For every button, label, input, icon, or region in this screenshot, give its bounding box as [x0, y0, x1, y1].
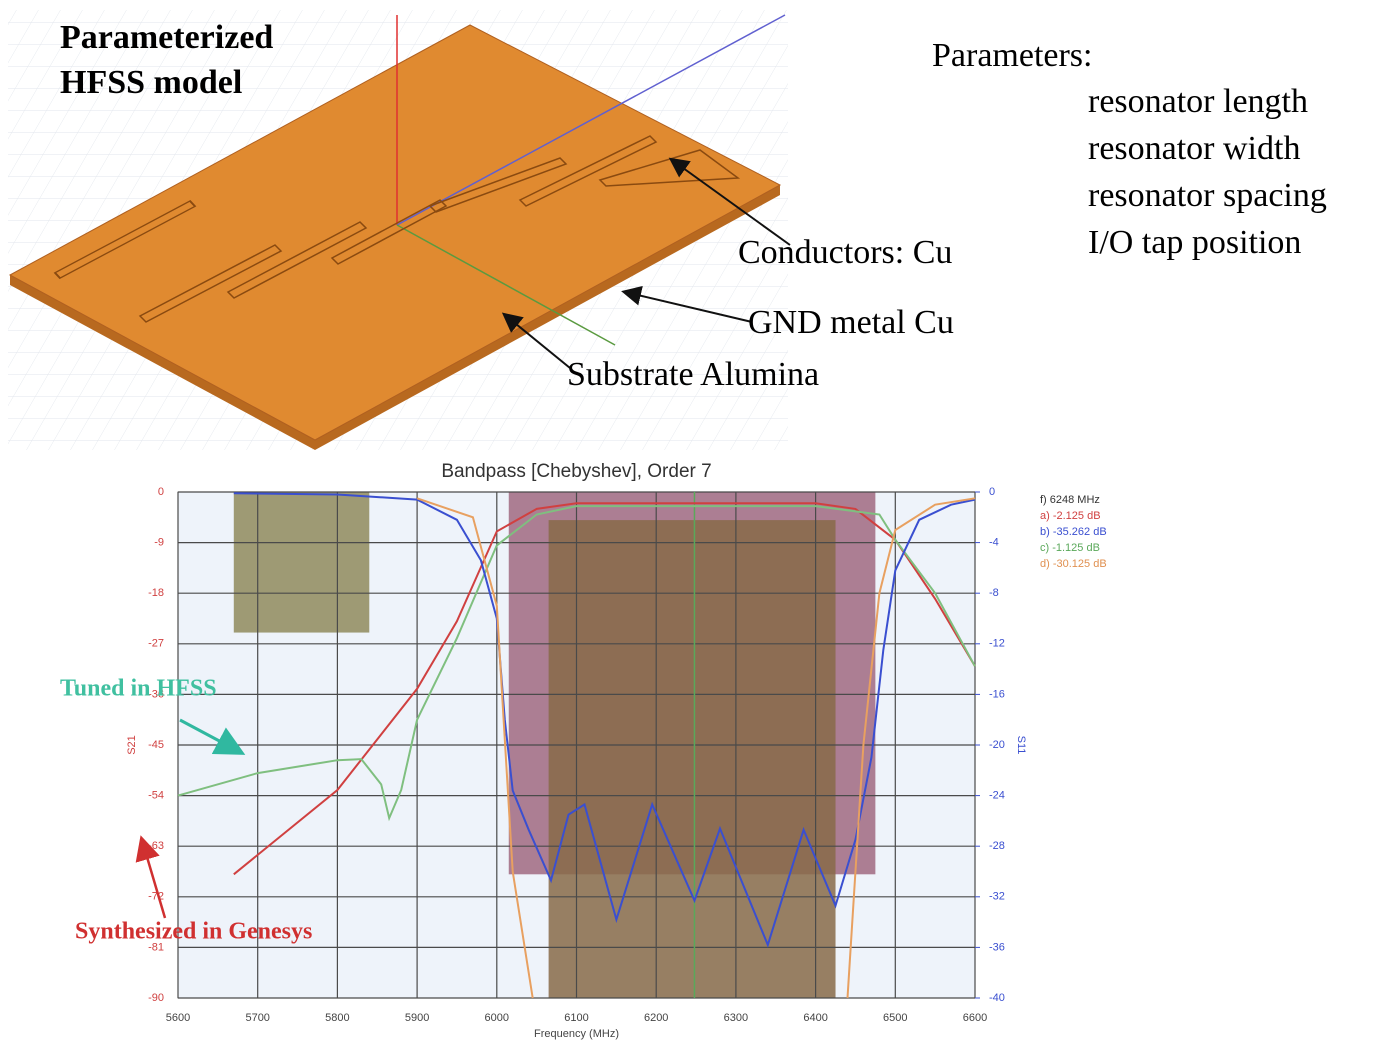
- model-label: Conductors: Cu: [738, 234, 952, 271]
- legend-entry: d) -30.125 dB: [1040, 558, 1107, 570]
- y-tick-label: -45: [148, 739, 164, 751]
- chart: 5600 5700 5800 5900 6000 6100 6200 6300 6400 6500…: [126, 461, 1107, 1040]
- x-tick-label: 6600: [963, 1012, 987, 1024]
- mask-region: [234, 492, 369, 633]
- model-title: Parameterized: [60, 19, 273, 56]
- model-title: HFSS model: [60, 64, 242, 101]
- parameter-item: resonator spacing: [1088, 177, 1327, 214]
- parameter-item: resonator length: [1088, 83, 1308, 120]
- legend-entry: c) -1.125 dB: [1040, 542, 1100, 554]
- mask-region: [549, 520, 836, 998]
- y-tick-label: -54: [148, 790, 164, 802]
- y2-tick-label: 0: [989, 486, 995, 498]
- page: Parameterized HFSS model Parameters: res…: [0, 0, 1382, 1041]
- y2-tick-label: -40: [989, 992, 1005, 1004]
- y-tick-label: -9: [154, 537, 164, 549]
- parameter-item: resonator width: [1088, 130, 1300, 167]
- y-tick-label: -18: [148, 587, 164, 599]
- y2-tick-label: -28: [989, 840, 1005, 852]
- parameters-heading: Parameters:: [932, 37, 1093, 74]
- x-tick-label: 6000: [485, 1012, 509, 1024]
- x-tick-label: 6500: [883, 1012, 907, 1024]
- parameter-item: I/O tap position: [1088, 224, 1301, 261]
- model-label: GND metal Cu: [748, 304, 954, 341]
- y2-tick-label: -12: [989, 638, 1005, 650]
- y2-tick-label: -16: [989, 688, 1005, 700]
- annotation: Tuned in HFSS: [60, 676, 217, 702]
- y-tick-label: -90: [148, 992, 164, 1004]
- x-tick-label: 6400: [803, 1012, 827, 1024]
- x-tick-label: 6100: [564, 1012, 588, 1024]
- x-axis-label: Frequency (MHz): [534, 1028, 619, 1040]
- y-tick-label: -63: [148, 840, 164, 852]
- model-label: Substrate Alumina: [567, 356, 819, 393]
- legend-entry: a) -2.125 dB: [1040, 510, 1101, 522]
- x-tick-label: 5700: [245, 1012, 269, 1024]
- y-axis-label: S21: [126, 735, 138, 755]
- x-tick-label: 6200: [644, 1012, 668, 1024]
- y2-tick-label: -36: [989, 941, 1005, 953]
- y2-tick-label: -4: [989, 537, 999, 549]
- y2-tick-label: -24: [989, 790, 1005, 802]
- y-tick-label: -72: [148, 891, 164, 903]
- y2-tick-label: -8: [989, 587, 999, 599]
- y2-tick-label: -20: [989, 739, 1005, 751]
- x-tick-label: 6300: [724, 1012, 748, 1024]
- x-tick-label: 5800: [325, 1012, 349, 1024]
- y-tick-label: -27: [148, 638, 164, 650]
- y2-tick-label: -32: [989, 891, 1005, 903]
- x-tick-label: 5900: [405, 1012, 429, 1024]
- y2-axis-label: S11: [1015, 736, 1027, 755]
- legend-entry: b) -35.262 dB: [1040, 526, 1107, 538]
- legend-entry: f) 6248 MHz: [1040, 494, 1100, 506]
- y-tick-label: 0: [158, 486, 164, 498]
- chart-title: Bandpass [Chebyshev], Order 7: [441, 461, 711, 482]
- annotation: Synthesized in Genesys: [75, 919, 312, 945]
- x-tick-label: 5600: [166, 1012, 190, 1024]
